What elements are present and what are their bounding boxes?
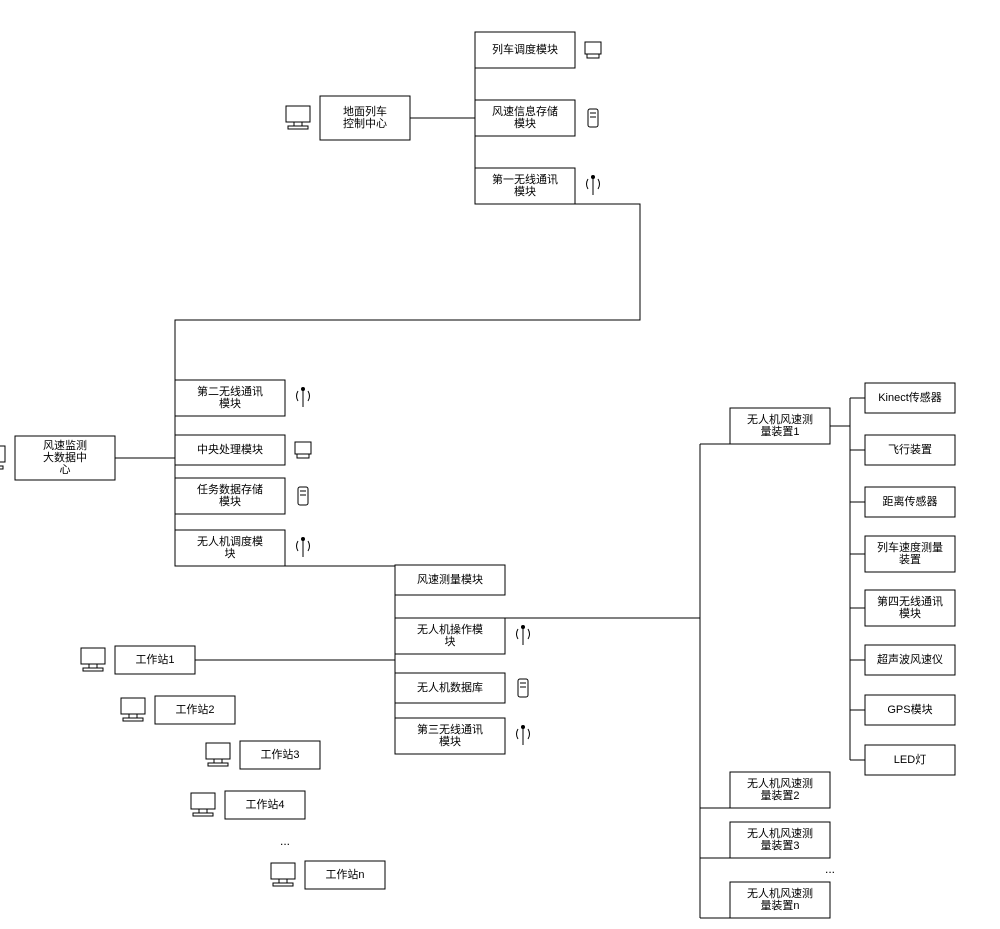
uav_op: 无人机操作模块 (395, 618, 505, 654)
second_wcomm: 第二无线通讯模块 (175, 380, 285, 416)
dist_sensor-label: 距离传感器 (883, 494, 938, 508)
computer-icon (121, 698, 145, 721)
cpu-label: 中央处理模块 (197, 443, 263, 456)
server-icon (588, 109, 598, 127)
uav_db: 无人机数据库 (395, 673, 505, 703)
train_speed-label: 列车速度测量 (877, 540, 943, 554)
computer-icon (81, 648, 105, 671)
task_store: 任务数据存储模块 (175, 478, 285, 514)
server-icon (298, 487, 308, 505)
uav_wind1: 无人机风速测量装置1 (730, 408, 830, 444)
uav_wind1-label: 无人机风速测 (747, 412, 813, 426)
ws4-label: 工作站4 (245, 797, 284, 811)
uav_wind2: 无人机风速测量装置2 (730, 772, 830, 808)
ground_center-label: 控制中心 (343, 116, 387, 130)
ws2-label: 工作站2 (175, 702, 214, 716)
computer-icon (206, 743, 230, 766)
ultrasonic-label: 超声波风速仪 (877, 652, 943, 666)
cpu: 中央处理模块 (175, 435, 285, 465)
ground_center: 地面列车控制中心 (320, 96, 410, 140)
wind_meas_mod: 风速测量模块 (395, 565, 505, 595)
computer-icon (286, 106, 310, 129)
uav_wind3: 无人机风速测量装置3 (730, 822, 830, 858)
first_wcomm: 第一无线通讯模块 (475, 168, 575, 204)
ws4: 工作站4 (225, 791, 305, 819)
uav_wind2-label: 量装置2 (760, 789, 799, 802)
kinect: Kinect传感器 (865, 383, 955, 413)
uav_wind3-label: 无人机风速测 (747, 826, 813, 840)
ellipsis: ... (825, 862, 835, 876)
pc_small-icon (585, 42, 601, 58)
wind_store-label: 模块 (514, 117, 536, 130)
wind_store-label: 风速信息存储 (492, 104, 558, 118)
task_store-label: 任务数据存储 (197, 482, 263, 496)
fly_dev-label: 飞行装置 (888, 443, 932, 456)
antenna-icon (517, 625, 530, 645)
ws3-label: 工作站3 (260, 747, 299, 761)
first_wcomm-label: 第一无线通讯 (492, 172, 558, 186)
ws1-label: 工作站1 (135, 652, 174, 666)
fly_dev: 飞行装置 (865, 435, 955, 465)
antenna-icon (517, 725, 530, 745)
computer-icon (0, 446, 5, 469)
system-diagram: 地面列车控制中心列车调度模块风速信息存储模块第一无线通讯模块风速监测大数据中心第… (0, 0, 1000, 929)
second_wcomm-label: 第二无线通讯 (197, 384, 263, 398)
antenna-icon (297, 387, 310, 407)
antenna-icon (587, 175, 600, 195)
ground_center-label: 地面列车 (343, 104, 387, 118)
big_data-label: 心 (60, 463, 71, 476)
train_dispatch-label: 列车调度模块 (492, 42, 558, 56)
computer-icon (271, 863, 295, 886)
uav_wind2-label: 无人机风速测 (747, 776, 813, 790)
ultrasonic: 超声波风速仪 (865, 645, 955, 675)
third_wcomm-label: 模块 (439, 735, 461, 748)
wsn: 工作站n (305, 861, 385, 889)
computer-icon (191, 793, 215, 816)
kinect-label: Kinect传感器 (878, 391, 942, 404)
fourth_wcomm-label: 模块 (899, 607, 921, 620)
third_wcomm: 第三无线通讯模块 (395, 718, 505, 754)
uav_windn-label: 无人机风速测 (747, 886, 813, 900)
uav_op-label: 无人机操作模 (417, 622, 483, 636)
uav_wind3-label: 量装置3 (760, 839, 799, 852)
big_data: 风速监测大数据中心 (15, 436, 115, 480)
uav_windn-label: 量装置n (760, 899, 799, 912)
ellipsis: ... (280, 834, 290, 848)
fourth_wcomm-label: 第四无线通讯 (877, 594, 943, 608)
uav_windn: 无人机风速测量装置n (730, 882, 830, 918)
uav_db-label: 无人机数据库 (417, 680, 483, 694)
second_wcomm-label: 模块 (219, 397, 241, 410)
ws1: 工作站1 (115, 646, 195, 674)
led-label: LED灯 (894, 753, 926, 766)
train_speed: 列车速度测量装置 (865, 536, 955, 572)
uav_dispatch-label: 无人机调度模 (197, 534, 263, 548)
uav_op-label: 块 (445, 635, 456, 648)
uav_dispatch: 无人机调度模块 (175, 530, 285, 566)
dist_sensor: 距离传感器 (865, 487, 955, 517)
gps-label: GPS模块 (887, 703, 932, 716)
train_dispatch: 列车调度模块 (475, 32, 575, 68)
wsn-label: 工作站n (325, 867, 364, 881)
uav_wind1-label: 量装置1 (760, 425, 799, 438)
ws3: 工作站3 (240, 741, 320, 769)
server-icon (518, 679, 528, 697)
fourth_wcomm: 第四无线通讯模块 (865, 590, 955, 626)
gps: GPS模块 (865, 695, 955, 725)
wind_meas_mod-label: 风速测量模块 (417, 573, 483, 586)
big_data-label: 大数据中 (43, 450, 87, 464)
uav_dispatch-label: 块 (225, 547, 236, 560)
ws2: 工作站2 (155, 696, 235, 724)
first_wcomm-label: 模块 (514, 185, 536, 198)
train_speed-label: 装置 (899, 553, 921, 566)
pc_small-icon (295, 442, 311, 458)
big_data-label: 风速监测 (43, 439, 87, 452)
antenna-icon (297, 537, 310, 557)
third_wcomm-label: 第三无线通讯 (417, 722, 483, 736)
wind_store: 风速信息存储模块 (475, 100, 575, 136)
task_store-label: 模块 (219, 495, 241, 508)
led: LED灯 (865, 745, 955, 775)
